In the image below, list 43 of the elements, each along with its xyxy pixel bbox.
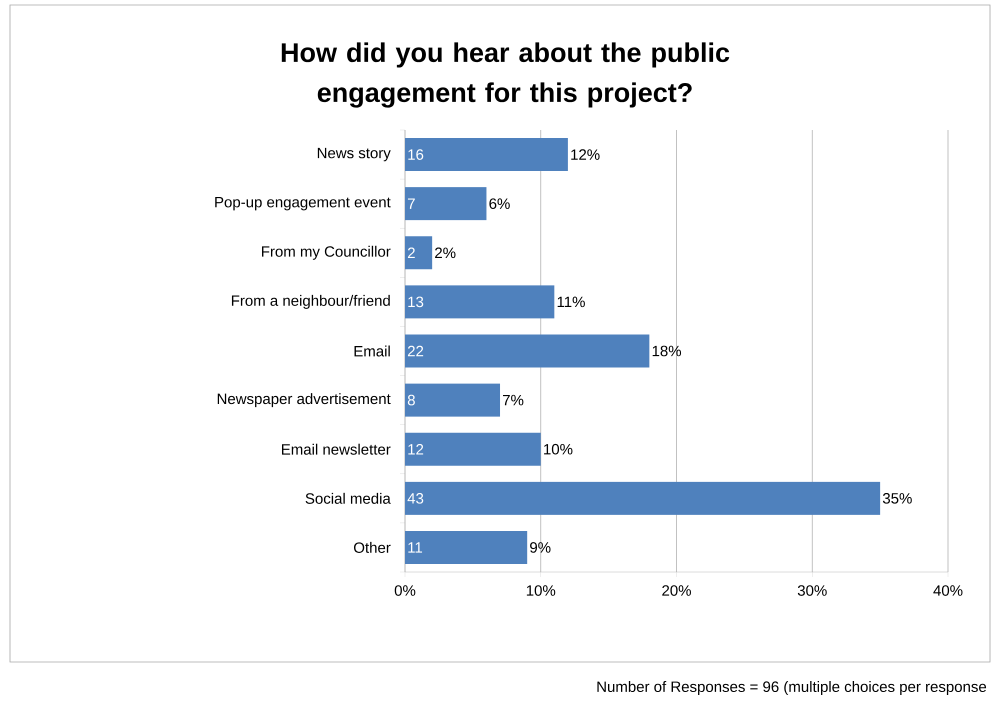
data-label: 10% [544, 444, 572, 455]
text: Number of Responses = 96 (multiple choices per response [597, 681, 986, 695]
annotation: 43 [408, 493, 424, 504]
bar [405, 384, 500, 417]
bar [405, 138, 568, 172]
data-label: 9% [530, 542, 551, 553]
bar [405, 482, 880, 515]
annotation: 16 [408, 149, 424, 160]
y-tick-label: Newspaper advertisement [218, 393, 391, 408]
bar [405, 432, 541, 466]
data-label: 12% [571, 149, 600, 160]
data-label: 7% [502, 394, 524, 406]
annotation: 7 [408, 198, 415, 209]
y-tick-label: Email [354, 345, 390, 357]
data-label: 18% [652, 346, 682, 356]
annotation: 12 [408, 444, 424, 454]
data-label: 35% [882, 493, 912, 504]
annotation: 13 [408, 296, 424, 308]
annotation: 11 [408, 542, 422, 553]
x-tick-label: 40% [933, 585, 962, 596]
y-tick-label: From a neighbour/friend [232, 294, 390, 309]
bar [405, 285, 554, 318]
x-tick-label: 0% [394, 585, 416, 596]
y-tick-label: Email newsletter [282, 444, 391, 455]
bar [405, 530, 528, 564]
bar [405, 334, 650, 368]
y-tick-label: Other [354, 542, 391, 553]
y-tick-label: Pop-up engagement event [215, 196, 391, 210]
chart-title: How did you hear about the public engagement for this project? [282, 42, 730, 108]
x-tick-label: 10% [526, 585, 556, 596]
bar [405, 187, 486, 220]
annotation: 8 [408, 394, 415, 406]
bar [405, 236, 432, 270]
x-tick-label: 20% [662, 585, 691, 596]
data-label: 6% [489, 198, 510, 209]
y-tick-label: News story [318, 148, 391, 162]
annotation: 22 [408, 346, 424, 356]
y-tick-label: Social media [306, 492, 391, 504]
y-tick-label: From my Councillor [262, 246, 391, 260]
data-label: 2% [435, 248, 456, 258]
data-label: 11% [558, 296, 585, 308]
x-tick-label: 30% [798, 585, 827, 596]
annotation: 2 [408, 248, 415, 258]
